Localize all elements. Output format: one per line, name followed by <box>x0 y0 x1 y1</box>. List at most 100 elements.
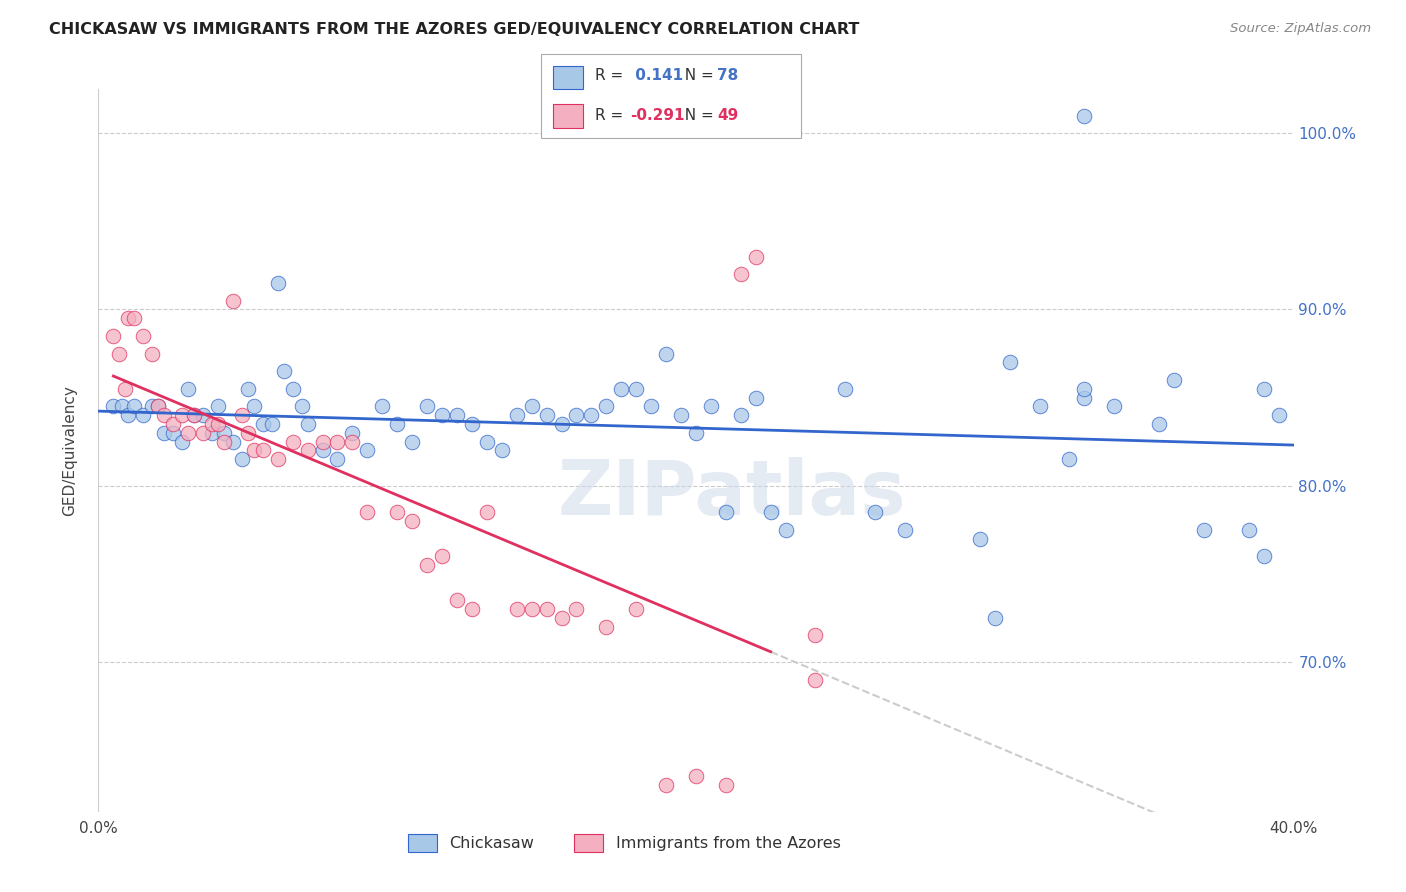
Point <box>273 364 295 378</box>
Point <box>506 602 529 616</box>
Point <box>148 400 170 414</box>
Text: N =: N = <box>675 108 718 122</box>
Point <box>626 382 648 396</box>
Point <box>550 611 572 625</box>
Text: CHICKASAW VS IMMIGRANTS FROM THE AZORES GED/EQUIVALENCY CORRELATION CHART: CHICKASAW VS IMMIGRANTS FROM THE AZORES … <box>49 22 859 37</box>
Point <box>759 505 782 519</box>
Point <box>520 602 543 616</box>
Point <box>730 408 752 422</box>
Point <box>1073 109 1095 123</box>
Point <box>430 408 453 422</box>
Point <box>775 523 797 537</box>
Point <box>326 434 349 449</box>
Point <box>655 778 678 792</box>
Point <box>132 329 155 343</box>
Point <box>475 434 498 449</box>
Point <box>111 400 134 414</box>
Point <box>252 417 274 431</box>
Point <box>416 400 439 414</box>
Point <box>311 443 333 458</box>
Point <box>685 769 707 783</box>
Point <box>212 434 235 449</box>
Point <box>291 400 314 414</box>
Point <box>894 523 917 537</box>
Point <box>461 417 484 431</box>
Point <box>191 408 214 422</box>
Point <box>183 408 205 422</box>
Point <box>183 408 205 422</box>
Point <box>1073 391 1095 405</box>
Point <box>148 400 170 414</box>
Point <box>297 443 319 458</box>
Point <box>1147 417 1170 431</box>
Point <box>669 408 692 422</box>
Point <box>461 602 484 616</box>
Point <box>385 505 409 519</box>
Point <box>745 391 768 405</box>
Text: Source: ZipAtlas.com: Source: ZipAtlas.com <box>1230 22 1371 36</box>
Point <box>141 346 163 360</box>
Point <box>117 408 139 422</box>
Point <box>267 276 290 290</box>
Point <box>1028 400 1050 414</box>
Point <box>446 408 468 422</box>
Point <box>595 620 617 634</box>
Point <box>281 434 304 449</box>
Point <box>416 558 439 572</box>
Point <box>430 549 453 564</box>
Point <box>236 425 259 440</box>
Point <box>1073 382 1095 396</box>
Point <box>153 408 176 422</box>
Point <box>550 417 572 431</box>
Point <box>1059 452 1081 467</box>
Point <box>243 400 266 414</box>
Point <box>124 311 146 326</box>
Point <box>222 293 245 308</box>
Point <box>610 382 633 396</box>
Point <box>103 400 125 414</box>
Point <box>231 452 253 467</box>
Point <box>626 602 648 616</box>
Point <box>297 417 319 431</box>
Point <box>475 505 498 519</box>
Point <box>1192 523 1215 537</box>
Point <box>201 417 224 431</box>
Point <box>153 425 176 440</box>
Point <box>984 611 1007 625</box>
Point <box>714 505 737 519</box>
Point <box>132 408 155 422</box>
Point <box>745 250 768 264</box>
Point <box>565 602 588 616</box>
Point <box>655 346 678 360</box>
Point <box>804 673 827 687</box>
Point <box>700 400 723 414</box>
Point <box>371 400 394 414</box>
Point <box>595 400 617 414</box>
Point <box>207 417 229 431</box>
Point <box>640 400 662 414</box>
Point <box>401 434 423 449</box>
Point <box>1104 400 1126 414</box>
Point <box>260 417 283 431</box>
Point <box>124 400 146 414</box>
Y-axis label: GED/Equivalency: GED/Equivalency <box>63 385 77 516</box>
Point <box>1237 523 1260 537</box>
Point <box>141 400 163 414</box>
Point <box>108 346 131 360</box>
Point <box>969 532 991 546</box>
Text: 0.141: 0.141 <box>630 69 683 83</box>
Point <box>998 355 1021 369</box>
Point <box>172 408 194 422</box>
Point <box>536 408 558 422</box>
Point <box>172 434 194 449</box>
Text: R =: R = <box>595 69 628 83</box>
Point <box>1163 373 1185 387</box>
Point <box>1267 408 1289 422</box>
Point <box>385 417 409 431</box>
Point <box>201 425 224 440</box>
Point <box>834 382 856 396</box>
Text: ZIPatlas: ZIPatlas <box>558 457 905 531</box>
Point <box>117 311 139 326</box>
Point <box>103 329 125 343</box>
Text: R =: R = <box>595 108 628 122</box>
